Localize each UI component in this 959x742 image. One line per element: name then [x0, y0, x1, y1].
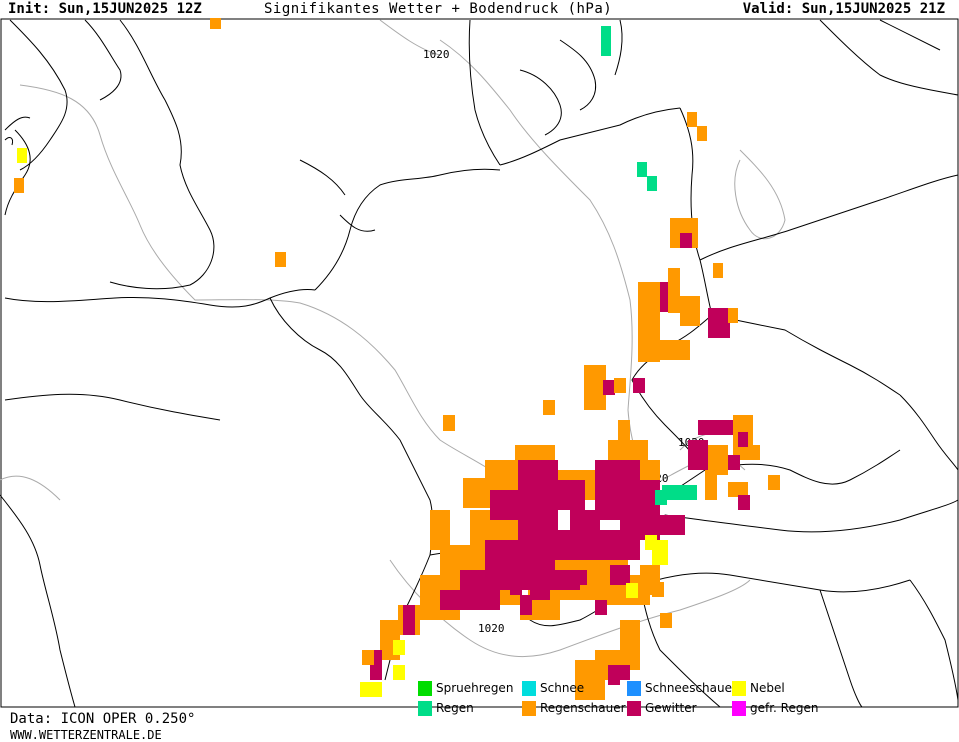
weather-cell — [687, 112, 697, 127]
map-frame — [0, 18, 959, 708]
weather-cell — [708, 308, 730, 338]
legend-label: Gewitter — [645, 701, 697, 715]
weather-cell — [738, 495, 750, 510]
weather-cell — [595, 600, 607, 615]
weather-cell — [647, 176, 657, 191]
legend-gefr-regen: gefr. Regen — [732, 700, 818, 716]
weather-cell — [748, 445, 760, 460]
weather-cell — [362, 650, 374, 665]
site-url: WWW.WETTERZENTRALE.DE — [10, 728, 162, 742]
weather-cell — [360, 682, 382, 697]
legend-regen: Regen — [418, 700, 474, 716]
weather-cell — [728, 308, 738, 323]
legend-swatch-gefr-regen — [732, 700, 746, 716]
weather-cell — [555, 480, 585, 510]
weather-cell — [618, 665, 630, 680]
weather-map: 1020 1020 1020 1020 — [0, 18, 959, 708]
weather-cell — [490, 490, 520, 520]
legend-label: Nebel — [750, 681, 785, 695]
weather-cell — [575, 570, 587, 585]
weather-cell — [708, 445, 728, 475]
legend-regenschauer: Regenschauer — [522, 700, 626, 716]
weather-cell — [738, 432, 748, 447]
weather-cell — [14, 178, 24, 193]
weather-cell — [650, 340, 690, 360]
weather-cell — [637, 162, 647, 177]
weather-cell — [601, 26, 611, 56]
weather-cell — [660, 613, 672, 628]
weather-cell — [210, 18, 221, 29]
weather-cell — [17, 148, 27, 163]
legend-label: Regen — [436, 701, 474, 715]
legend-label: Regenschauer — [540, 701, 626, 715]
legend-schneeschauer: Schneeschauer — [627, 680, 737, 696]
isobar-label: 1020 — [423, 48, 450, 61]
weather-cell — [680, 296, 700, 326]
weather-cell — [688, 440, 708, 470]
valid-time: Valid: Sun,15JUN2025 21Z — [742, 1, 945, 17]
weather-cell — [584, 365, 606, 410]
weather-cell — [633, 378, 645, 393]
legend-swatch-schnee — [522, 680, 536, 696]
weather-cell — [600, 530, 640, 560]
legend-label: Schnee — [540, 681, 585, 695]
legend-swatch-schneeschauer — [627, 680, 641, 696]
weather-cell — [662, 485, 697, 500]
legend-gewitter: Gewitter — [627, 700, 697, 716]
legend-swatch-spruehregen — [418, 680, 432, 696]
weather-cell — [713, 263, 723, 278]
init-time: Init: Sun,15JUN2025 12Z — [8, 1, 202, 17]
weather-cell — [618, 420, 630, 450]
weather-cell — [608, 665, 620, 685]
weather-cells — [14, 18, 780, 700]
legend-swatch-nebel — [732, 680, 746, 696]
weather-cell — [393, 640, 405, 655]
weather-cell — [660, 282, 670, 312]
weather-cell — [440, 590, 500, 610]
weather-cell — [275, 252, 286, 267]
weather-cell — [443, 415, 455, 431]
weather-cell — [768, 475, 780, 490]
weather-cell — [543, 400, 555, 415]
weather-cell — [603, 380, 615, 395]
weather-cell — [652, 582, 664, 597]
weather-cell — [540, 530, 600, 560]
weather-cell — [645, 535, 657, 550]
weather-cell — [393, 665, 405, 680]
legend-label: Spruehregen — [436, 681, 514, 695]
weather-cell — [698, 420, 738, 435]
weather-cell — [530, 570, 550, 600]
weather-cell — [655, 490, 667, 505]
legend-swatch-regen — [418, 700, 432, 716]
weather-cell — [403, 605, 415, 635]
weather-cell — [668, 268, 680, 313]
legend-nebel: Nebel — [732, 680, 785, 696]
weather-cell — [610, 565, 630, 585]
weather-cell — [660, 515, 685, 535]
map-title: Signifikantes Wetter + Bodendruck (hPa) — [264, 1, 613, 17]
isobar-label: 1020 — [478, 622, 505, 635]
weather-cell — [705, 470, 717, 500]
weather-cell — [520, 595, 532, 615]
weather-cell — [626, 583, 638, 598]
legend-label: gefr. Regen — [750, 701, 819, 715]
weather-cell — [430, 510, 450, 550]
legend-schnee: Schnee — [522, 680, 584, 696]
weather-cell — [614, 378, 626, 393]
weather-cell — [728, 455, 740, 470]
legend-swatch-regenschauer — [522, 700, 536, 716]
weather-cell — [510, 575, 522, 595]
weather-cell — [550, 570, 580, 590]
weather-cell — [680, 233, 692, 248]
legend-swatch-gewitter — [627, 700, 641, 716]
weather-cell — [620, 620, 640, 670]
weather-cell — [728, 482, 748, 497]
legend-spruehregen: Spruehregen — [418, 680, 513, 696]
weather-cell — [518, 460, 558, 540]
weather-cell — [697, 126, 707, 141]
legend-label: Schneeschauer — [645, 681, 737, 695]
data-source: Data: ICON OPER 0.250° — [10, 711, 196, 727]
